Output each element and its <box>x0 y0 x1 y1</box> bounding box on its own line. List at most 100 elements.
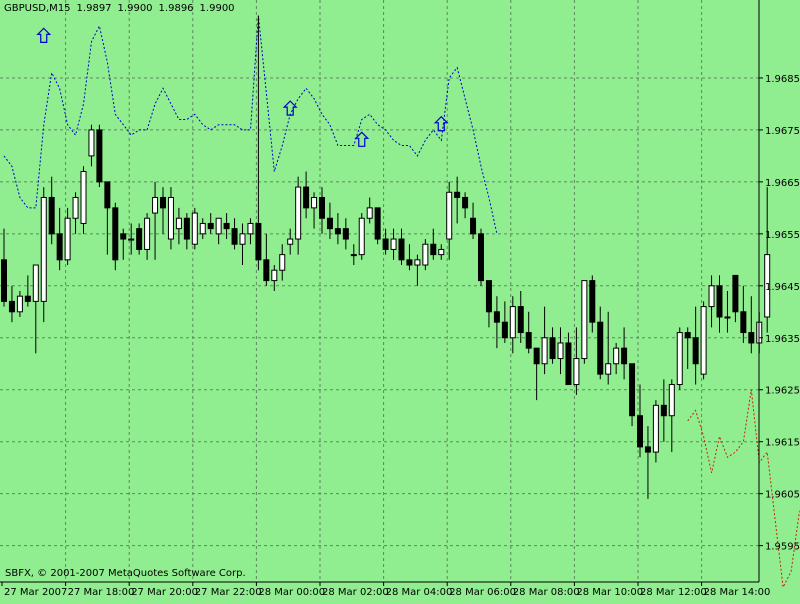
bear-candle-body <box>223 222 230 230</box>
candle <box>732 274 739 323</box>
candle <box>326 202 333 240</box>
up-arrow-icon <box>36 27 52 43</box>
bull-candle-body <box>605 363 612 375</box>
candle <box>605 311 612 385</box>
bear-candle-body <box>470 217 477 235</box>
bull-candle-body <box>613 347 620 365</box>
bull-candle-body <box>438 248 445 256</box>
bull-candle-body <box>541 337 548 365</box>
candle <box>207 213 214 234</box>
candle <box>32 264 39 354</box>
bear-candle-body <box>8 300 15 313</box>
bear-candle-body <box>549 337 556 360</box>
candle <box>160 187 166 234</box>
low-value: 1.9896 <box>158 3 194 14</box>
bear-candle-body <box>716 285 723 318</box>
candle <box>311 192 318 229</box>
bear-candle-body <box>24 295 31 302</box>
grid-layer <box>0 0 759 582</box>
x-tick-label: 27 Mar 18:00 <box>68 587 135 598</box>
candle <box>319 187 325 234</box>
candle <box>684 327 691 369</box>
candle <box>708 275 715 328</box>
candle <box>96 124 103 188</box>
bear-candle-body <box>597 321 604 375</box>
candle <box>295 176 302 255</box>
candle <box>80 166 87 234</box>
candle <box>56 207 63 271</box>
bear-candle-body <box>637 415 643 448</box>
candle <box>430 228 437 260</box>
candle <box>462 192 469 219</box>
arrow-layer <box>36 27 449 147</box>
bull-candle-body <box>366 207 373 219</box>
candle <box>223 213 230 240</box>
candle <box>509 296 516 354</box>
x-tick-label: 27 Mar 2007 <box>4 587 67 598</box>
candle <box>183 213 190 250</box>
candle <box>24 275 31 307</box>
candle <box>350 244 357 266</box>
y-tick-label: 1.9595 <box>765 542 800 553</box>
up-arrow-icon <box>354 131 370 147</box>
candle <box>501 301 508 343</box>
candle-layer <box>1 15 771 499</box>
bear-candle-body <box>493 311 500 323</box>
bull-candle-body <box>279 254 286 271</box>
candle <box>16 291 23 317</box>
open-value: 1.9897 <box>76 3 112 14</box>
bull-candle-body <box>350 254 357 257</box>
x-tick-label: 27 Mar 20:00 <box>131 587 198 598</box>
y-tick-label: 1.9665 <box>765 178 800 189</box>
bear-candle-body <box>406 259 413 266</box>
bear-candle-body <box>732 274 739 313</box>
candle <box>533 347 540 401</box>
candle <box>637 384 643 458</box>
bull-candle-body <box>295 186 302 240</box>
bull-candle-body <box>88 129 95 157</box>
bear-candle-body <box>660 404 667 417</box>
bear-candle-body <box>430 243 437 256</box>
y-tick-label: 1.9655 <box>765 230 800 241</box>
band-layer <box>3 15 800 589</box>
candle <box>271 265 278 291</box>
bull-candle-body <box>446 191 453 240</box>
candle <box>191 207 198 250</box>
candle <box>8 285 15 323</box>
candle <box>493 296 500 349</box>
candle <box>414 254 421 286</box>
y-tick-label: 1.9615 <box>765 438 800 449</box>
bull-candle-body <box>32 264 39 302</box>
candle <box>597 306 604 380</box>
candle <box>263 233 270 286</box>
candle <box>374 207 381 245</box>
candle <box>215 217 222 245</box>
candle <box>565 332 572 386</box>
candle <box>239 223 246 266</box>
candle <box>716 275 723 333</box>
x-tick-label: 28 Mar 14:00 <box>704 587 771 598</box>
candle <box>589 275 596 333</box>
candle <box>406 244 413 271</box>
candle <box>652 400 659 463</box>
candle <box>613 342 620 375</box>
candle <box>549 327 556 364</box>
bear-candle-body <box>525 332 532 349</box>
bull-candle-body <box>311 196 318 209</box>
candle <box>366 197 373 224</box>
candle <box>152 181 159 260</box>
candle <box>724 291 731 333</box>
bear-candle-body <box>533 347 540 365</box>
x-tick-label: 28 Mar 10:00 <box>576 587 643 598</box>
up-arrow-icon <box>282 100 298 116</box>
candle <box>470 202 477 240</box>
bull-candle-body <box>652 404 659 453</box>
copyright-text: SBFX, © 2001-2007 MetaQuotes Software Co… <box>5 568 246 579</box>
bear-candle-body <box>374 207 381 240</box>
candle <box>112 202 119 271</box>
candle <box>136 223 143 255</box>
candle <box>485 280 492 328</box>
